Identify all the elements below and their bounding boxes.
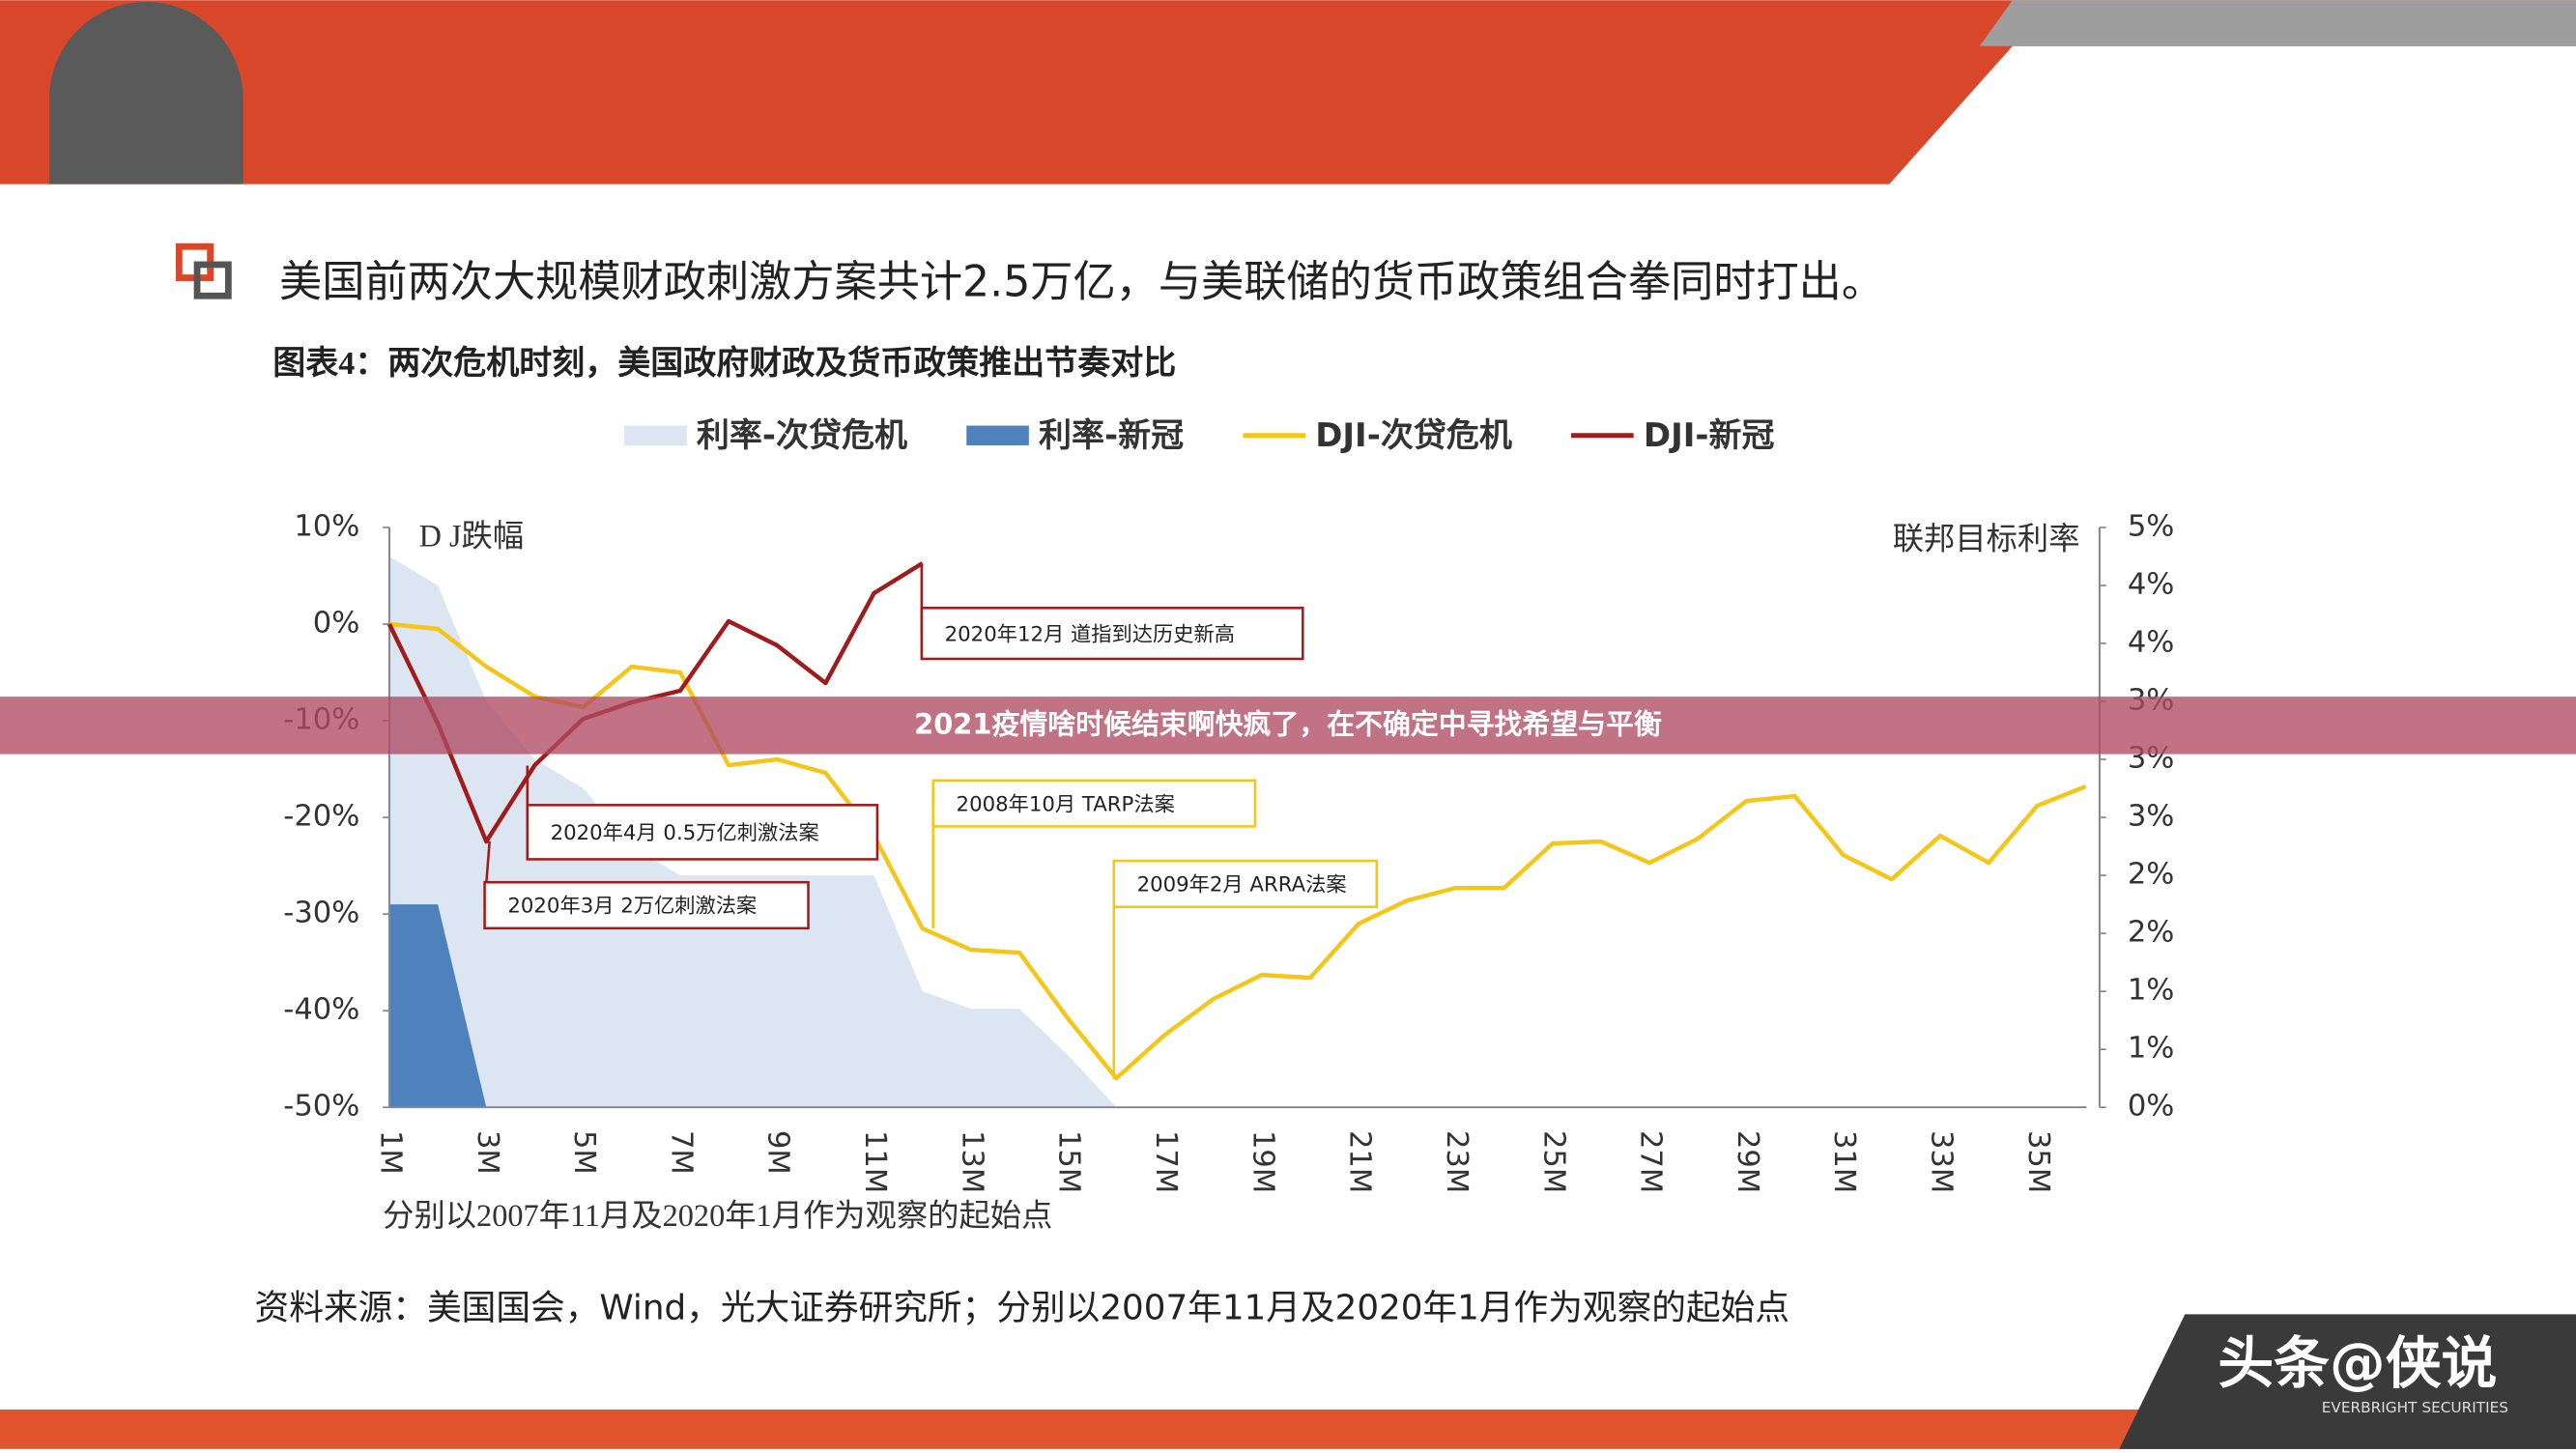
- annotation-box: [1112, 859, 1379, 909]
- x-tick-label: 31M: [1827, 1130, 1861, 1193]
- legend-swatch: [966, 425, 1029, 445]
- x-tick-label: 21M: [1343, 1130, 1377, 1193]
- y-tick-label: -30%: [283, 897, 359, 930]
- icon: [193, 261, 232, 299]
- x-tick-label: 17M: [1149, 1130, 1183, 1193]
- banner-bg: [0, 697, 2576, 755]
- y2-tick-label: 4%: [2128, 567, 2175, 601]
- annotation-box: [526, 804, 879, 861]
- x-tick-label: 13M: [955, 1130, 988, 1193]
- y2-axis-label: 联邦目标利率: [1893, 522, 2080, 556]
- area: [388, 904, 487, 1108]
- top-band-grey: [1979, 0, 2576, 46]
- y2-tick-label: 1%: [2128, 974, 2175, 1008]
- top-band: [0, 0, 2576, 185]
- x-tick-label: 1M: [373, 1130, 407, 1175]
- y-tick-label: -50%: [283, 1090, 359, 1124]
- annotation-box: [483, 880, 810, 930]
- y-tick-label: 10%: [294, 509, 359, 543]
- logo-block: [2119, 1314, 2576, 1449]
- annotation-box: [931, 779, 1257, 828]
- x-note: 分别以2007年11月及2020年1月作为观察的起始点: [383, 1198, 1052, 1233]
- y2-tick-label: 1%: [2128, 1032, 2175, 1066]
- annotation: 2020年4月 0.5万亿刺激法案: [551, 821, 819, 845]
- x-tick-label: 29M: [1731, 1130, 1764, 1193]
- x-tick-label: 5M: [567, 1130, 601, 1175]
- legend-label: 利率-新冠: [1039, 416, 1184, 455]
- y2-tick-label: 5%: [2128, 509, 2175, 543]
- y-tick-label: -20%: [283, 800, 359, 834]
- top-tab: [49, 1, 243, 185]
- y2-tick-label: 4%: [2128, 626, 2175, 660]
- annotation: 2008年10月 TARP法案: [957, 792, 1175, 816]
- company: EVERBRIGHT SECURITIES: [2322, 1399, 2508, 1416]
- chart: 利率-次贷危机 利率-新冠 DJI-次贷危机 DJI-新冠 -50% -40% -30% -2…: [283, 416, 2174, 1233]
- x-tick-label: 35M: [2021, 1130, 2055, 1193]
- annotation-box: [920, 607, 1304, 661]
- x-tick-label: 9M: [761, 1130, 795, 1175]
- x-tick-label: 11M: [858, 1130, 892, 1193]
- x-tick-label: 23M: [1440, 1130, 1474, 1193]
- header-title: 美国前两次大规模财政刺激方案共计2.5万亿，与美联储的货币政策组合拳同时打出。: [279, 257, 1884, 306]
- chart-title: 图表4：两次危机时刻，美国政府财政及货币政策推出节奏对比: [272, 344, 1176, 382]
- y-axis-label: D J跌幅: [419, 518, 525, 553]
- line: [388, 621, 2087, 1081]
- y-tick-label: -40%: [283, 993, 359, 1027]
- x-tick-label: 3M: [471, 1130, 504, 1175]
- x-tick-label: 27M: [1634, 1130, 1668, 1193]
- line: [386, 561, 924, 844]
- x-tick-label: 25M: [1536, 1130, 1570, 1193]
- legend-label: 利率-次贷危机: [697, 416, 907, 455]
- y2-tick-label: 0%: [2128, 1090, 2175, 1124]
- x-tick-label: 33M: [1925, 1130, 1959, 1193]
- x-tick-label: 7M: [664, 1130, 698, 1175]
- y-tick-label: 0%: [313, 607, 360, 641]
- legend-swatch: [624, 425, 687, 445]
- y2-tick-label: 2%: [2128, 858, 2175, 892]
- x-tick-label: 19M: [1245, 1130, 1279, 1193]
- area: [388, 556, 2086, 1108]
- x-tick-label: 15M: [1052, 1130, 1086, 1193]
- banner: 2021疫情啥时候结束啊快疯了，在不确定中寻找希望与平衡: [914, 708, 1662, 741]
- annotation: 2009年2月 ARRA法案: [1137, 873, 1347, 897]
- watermark: 头条@侠说: [2218, 1330, 2497, 1396]
- source: 资料来源：美国国会，Wind，光大证券研究所；分别以2007年11月及2020年…: [255, 1288, 1790, 1327]
- legend-label: DJI-新冠: [1644, 416, 1775, 455]
- annotation: 2020年12月 道指到达历史新高: [945, 622, 1235, 646]
- annotation: 2020年3月 2万亿刺激法案: [507, 895, 757, 919]
- y2-tick-label: 3%: [2128, 800, 2175, 834]
- y2-tick-label: 2%: [2128, 916, 2175, 950]
- legend-label: DJI-次贷危机: [1315, 416, 1512, 455]
